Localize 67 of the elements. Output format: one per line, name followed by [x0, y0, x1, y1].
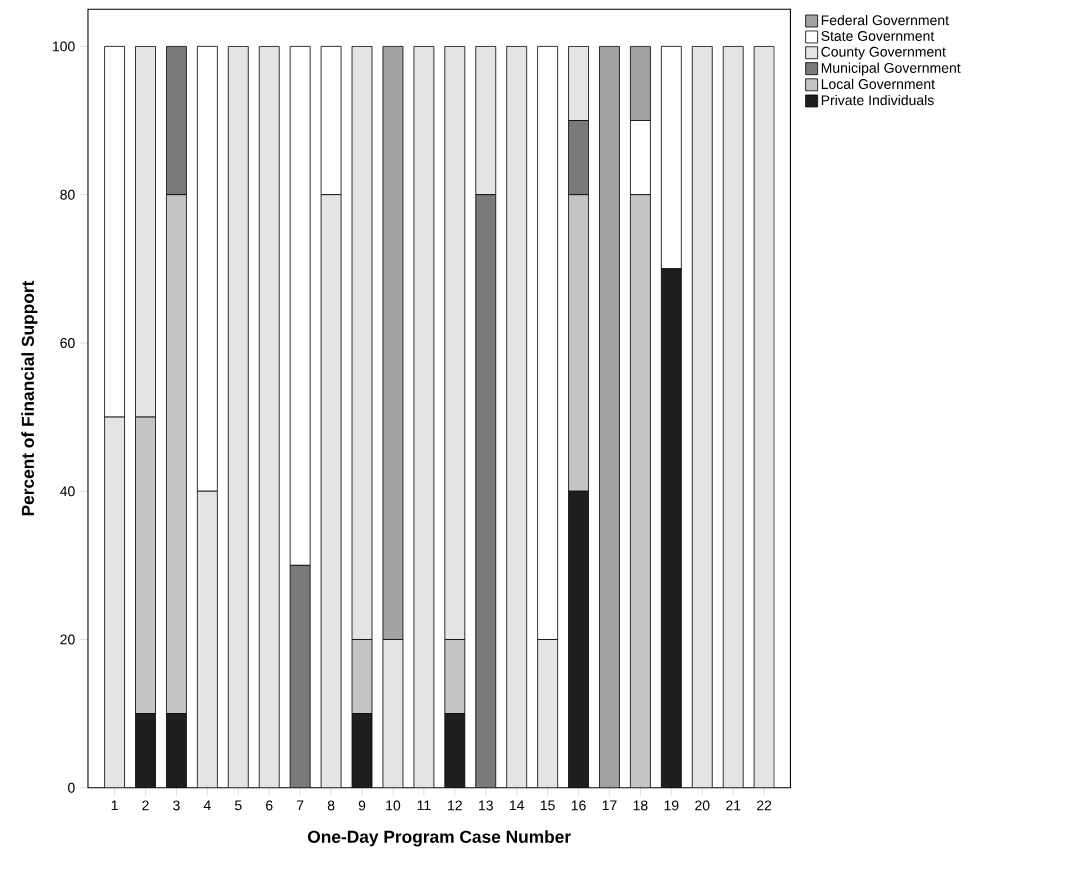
x-axis-title: One-Day Program Case Number — [307, 830, 571, 847]
x-tick-label: 15 — [540, 800, 555, 811]
bar — [135, 713, 156, 788]
bar — [444, 713, 465, 788]
x-tick-label: 20 — [695, 800, 710, 811]
bar — [444, 639, 466, 715]
bar — [506, 46, 527, 788]
x-tick-label: 19 — [664, 800, 679, 811]
y-tick-label: 100 — [52, 41, 75, 52]
x-tick-label: 4 — [203, 800, 211, 811]
x-tick-label: 6 — [266, 800, 273, 811]
bar — [321, 194, 342, 788]
bar — [753, 46, 775, 788]
bar — [166, 713, 187, 788]
x-tick-label: 17 — [602, 800, 617, 811]
x-tick-label: 3 — [173, 800, 180, 811]
x-tick-label: 12 — [448, 800, 462, 811]
bar — [166, 46, 187, 196]
legend-label: County Government — [821, 46, 946, 60]
y-tick-label: 80 — [60, 189, 75, 200]
legend-label: Municipal Government — [821, 62, 961, 76]
bar — [382, 46, 404, 641]
bar — [537, 639, 558, 788]
legend-label: Local Government — [821, 78, 935, 90]
bar — [197, 491, 218, 788]
y-tick-label: 20 — [60, 634, 75, 645]
bar — [444, 46, 466, 641]
x-tick-label: 18 — [633, 800, 648, 811]
bar — [135, 46, 156, 418]
bar — [568, 491, 589, 788]
x-tick-label: 14 — [509, 800, 525, 811]
y-tick-label: 60 — [60, 338, 75, 349]
x-tick-label: 5 — [234, 800, 242, 811]
bar — [135, 416, 156, 715]
x-tick-label: 11 — [417, 800, 431, 811]
legend-label: Federal Government — [821, 15, 949, 26]
bar — [660, 268, 682, 788]
x-tick-label: 2 — [142, 800, 149, 811]
bar — [413, 46, 434, 788]
legend-label: State Government — [821, 31, 935, 42]
x-tick-label: 13 — [479, 800, 493, 811]
bar — [722, 46, 744, 788]
x-tick-label: 21 — [726, 800, 741, 811]
bar — [475, 46, 497, 196]
x-tick-label: 9 — [358, 800, 366, 811]
y-tick-label: 40 — [60, 486, 75, 497]
bar — [568, 46, 589, 122]
bar — [259, 46, 280, 788]
bar — [104, 417, 125, 788]
x-tick-label: 1 — [111, 800, 118, 811]
y-axis-title: Percent of Financial Support — [21, 280, 38, 516]
y-tick-label: 0 — [68, 782, 75, 793]
bar — [568, 194, 589, 492]
bar — [568, 120, 589, 196]
x-tick-label: 16 — [571, 800, 586, 811]
bar — [351, 46, 373, 641]
x-tick-label: 10 — [386, 800, 401, 811]
bar — [630, 46, 651, 122]
x-tick-label: 22 — [757, 800, 772, 811]
bar — [599, 46, 620, 788]
bar — [228, 46, 249, 788]
x-tick-label: 8 — [327, 800, 335, 811]
bar — [166, 194, 187, 715]
bar — [630, 194, 651, 788]
x-tick-label: 7 — [296, 800, 304, 811]
bar — [691, 46, 713, 788]
legend-label: Private Individuals — [821, 95, 934, 106]
